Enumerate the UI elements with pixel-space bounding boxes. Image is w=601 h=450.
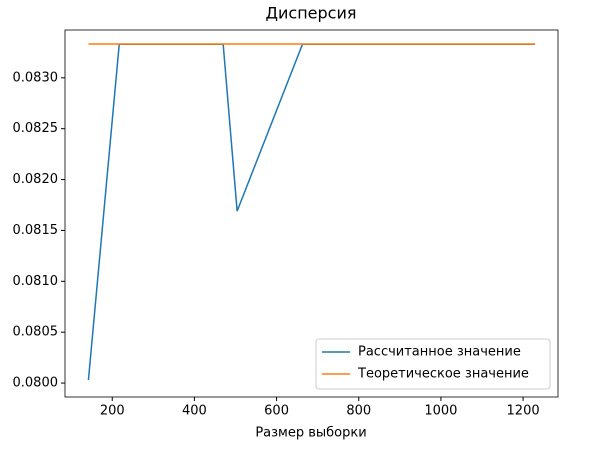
legend-box: [315, 338, 551, 390]
legend-label: Рассчитанное значение: [358, 345, 521, 360]
y-tick-label: 0.0820: [13, 172, 59, 187]
y-tick-label: 0.0800: [13, 376, 59, 391]
plot-frame: [64, 29, 559, 398]
x-tick-label: 1200: [507, 404, 540, 419]
series-line: [87, 43, 535, 381]
y-tick-label: 0.0815: [13, 223, 59, 238]
chart-title: Дисперсия: [266, 4, 357, 23]
x-tick-label: 800: [346, 404, 371, 419]
y-tick-label: 0.0825: [13, 121, 59, 136]
y-tick-label: 0.0805: [13, 325, 59, 340]
x-tick-label: 600: [264, 404, 289, 419]
legend-label: Теоретическое значение: [357, 367, 529, 382]
y-tick-label: 0.0810: [13, 274, 59, 289]
x-tick-label: 200: [100, 404, 125, 419]
y-tick-label: 0.0830: [13, 70, 59, 85]
x-axis-label: Размер выборки: [255, 426, 366, 441]
x-tick-label: 1000: [424, 404, 457, 419]
x-tick-label: 400: [182, 404, 207, 419]
